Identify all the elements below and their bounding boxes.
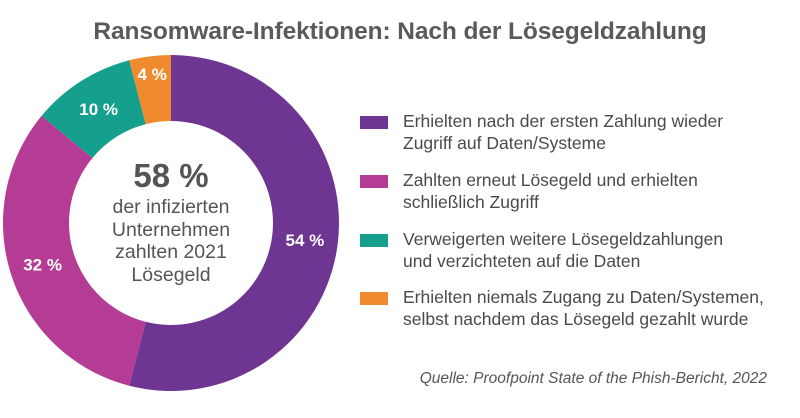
donut-slice (2, 115, 146, 386)
legend-swatch (360, 175, 388, 188)
slice-value-label: 4 % (138, 65, 167, 84)
donut-chart: 54 % 32 % 10 % 4 % (2, 55, 339, 391)
donut-slice (41, 60, 146, 158)
chart-title: Ransomware-Infektionen: Nach der Lösegel… (93, 18, 707, 45)
slice-value-label: 54 % (286, 231, 325, 250)
legend-label: Zahlten erneut Lösegeld und erhielten sc… (403, 170, 698, 212)
legend-swatch (360, 234, 388, 247)
source-note: Quelle: Proofpoint State of the Phish-Be… (419, 370, 767, 387)
legend-label: Erhielten nach der ersten Zahlung wieder… (403, 111, 724, 153)
center-value: 58 % (133, 157, 209, 194)
legend-label: Erhielten niemals Zugang zu Daten/System… (403, 287, 764, 329)
donut-slice (129, 55, 339, 391)
legend-swatch (360, 116, 388, 129)
donut-slice (129, 55, 171, 125)
center-text: der infizierten Unternehmen zahlten 2021… (111, 196, 231, 286)
slice-value-label: 32 % (23, 256, 62, 275)
slice-value-label: 10 % (79, 100, 118, 119)
legend-swatch (360, 292, 388, 305)
legend-label: Verweigerten weitere Lösegeldzahlungen u… (403, 229, 724, 271)
